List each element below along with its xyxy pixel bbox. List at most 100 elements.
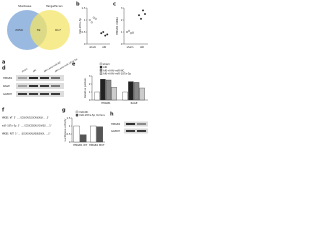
band [51,77,60,79]
panel-letter: e [72,62,76,68]
legend-label: miR-NC [79,110,89,114]
dot [130,32,132,35]
venn-count: 39 [37,28,41,32]
y-tick-label: 0 [84,42,86,46]
x-tick-label: sham [89,45,96,49]
bar [100,79,106,101]
bar [94,91,100,101]
y-tick-label: 1.5 [67,116,71,120]
venn-right-label: TargetScan [45,4,63,8]
band [126,130,135,132]
row-label: GAPDH [3,92,12,96]
x-tick-label: sham [127,45,134,49]
y-tick-label: 1.5 [82,6,86,10]
band [137,130,146,132]
sequence: HMGB1 WT 5'...UCGACACUCUCAAGAGA...3' [2,117,49,120]
dot [142,9,144,12]
legend-label: miR-187a-5p mimics [79,113,105,117]
row-label: GAPDH [111,129,120,133]
dot [104,34,107,37]
figure: Starbase TargetScan 2059 39 617 a b c d … [2,2,148,147]
sequence: HMGB1 MUT 5'...UCGACAGAGAGUUGAGA...3' [2,133,51,136]
bar [128,81,134,101]
x-tick-label: HMGB1 MUT [89,143,105,147]
bar [139,87,145,101]
dot [138,14,140,17]
lane-label: sham [21,67,29,73]
y-tick-label: 0 [69,140,71,144]
legend-swatch [99,72,103,75]
legend-label: AKI+AAV-miR-187a-5p [103,72,131,76]
legend-label: AKI [103,65,107,69]
legend-swatch [99,69,103,72]
lane-label: AKI [32,69,37,74]
band [18,85,27,87]
x-tick-label: HMGB1 [101,101,111,105]
dot [102,31,105,33]
panel-letter: a [2,60,5,66]
panel-letter: f [2,108,5,114]
y-tick-label: 0 [89,98,91,102]
y-axis-label: Luciferase activity [63,118,67,141]
band [40,85,49,87]
legend-swatch [75,110,79,114]
legend-swatch [99,66,103,69]
bar [122,91,128,101]
band [29,85,38,87]
legend-label: AKI+AAV-miR-NC [103,68,125,72]
dot [92,16,95,19]
x-tick-label: AKI [102,45,106,49]
dot [94,17,97,20]
band [40,77,49,79]
venn-left-label: Starbase [18,4,31,8]
band [40,93,49,95]
y-axis-label: Relative protein [83,78,87,98]
y-tick-label: 1 [84,18,86,22]
y-tick-label: 0 [121,42,123,46]
panel-letter: b [76,2,80,8]
band [51,85,60,87]
band [18,77,27,79]
blot-bg [124,128,148,134]
legend-swatch [99,62,103,66]
x-tick-label: RAGE [131,101,138,105]
dot [144,13,146,15]
y-tick-label: 2 [89,82,91,86]
band [137,123,146,125]
band [126,123,135,125]
dot [128,29,130,32]
dot [132,31,134,34]
panel-letter: c [113,2,116,8]
y-tick-label: 2 [121,18,123,22]
y-tick-label: 1 [69,124,71,128]
panel-letter: g [62,108,66,114]
legend-swatch [75,114,79,117]
y-tick-label: 0.5 [67,132,71,136]
bar [80,134,87,143]
dot [126,31,128,33]
y-axis-label: HMGB1 mRNA [115,17,119,35]
bar [105,79,112,101]
row-label: HMGB1 [111,122,121,126]
band [29,77,38,79]
bar [73,125,80,143]
y-tick-label: 0.5 [82,30,86,34]
y-tick-label: 3 [121,6,123,10]
dot [106,33,109,36]
sequence: miR-187a-5p 3'...GCCUCGGGACACAAGU...5' [2,125,52,128]
dot [140,17,142,20]
y-axis-label: miR-187a-5p [78,18,82,34]
band [18,93,27,95]
dot [88,19,91,21]
bar [133,82,140,101]
x-tick-label: HMGB1 WT [73,143,88,147]
y-tick-label: 1 [121,30,123,34]
band [51,93,60,95]
bar [90,125,97,143]
x-tick-label: AKI [140,45,144,49]
bar [111,87,117,101]
row-label: HMGB1 [3,76,13,80]
band [29,93,38,95]
dot [90,21,93,24]
venn-right [30,10,70,50]
